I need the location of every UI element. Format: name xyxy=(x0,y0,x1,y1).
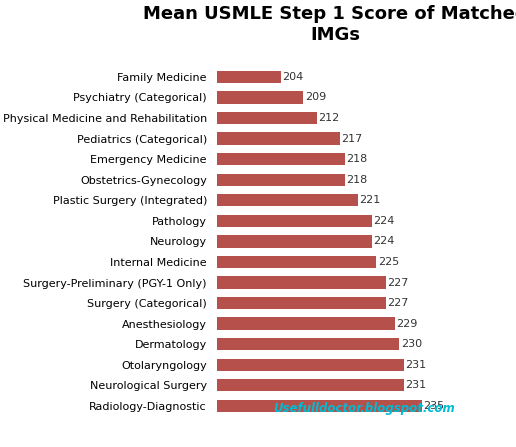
Bar xyxy=(217,256,377,268)
Text: 231: 231 xyxy=(405,360,426,370)
Text: 224: 224 xyxy=(373,236,395,246)
Text: 204: 204 xyxy=(282,72,303,82)
Bar xyxy=(217,358,404,371)
Bar xyxy=(217,379,404,392)
Bar xyxy=(217,194,358,207)
Bar xyxy=(217,400,422,412)
Text: 218: 218 xyxy=(346,175,367,185)
Text: 224: 224 xyxy=(373,216,395,226)
Text: 229: 229 xyxy=(396,319,417,329)
Bar xyxy=(217,338,399,350)
Bar xyxy=(217,276,385,289)
Text: 209: 209 xyxy=(305,93,326,102)
Bar xyxy=(217,153,345,165)
Bar xyxy=(217,112,317,124)
Bar xyxy=(217,297,385,309)
Text: 212: 212 xyxy=(318,113,340,123)
Text: 221: 221 xyxy=(360,195,381,205)
Text: 218: 218 xyxy=(346,154,367,164)
Bar xyxy=(217,317,395,330)
Title: Mean USMLE Step 1 Score of Matched
IMGs: Mean USMLE Step 1 Score of Matched IMGs xyxy=(143,5,516,44)
Text: Usefulldoctor.blogspot.com: Usefulldoctor.blogspot.com xyxy=(273,402,455,415)
Text: 230: 230 xyxy=(400,339,422,349)
Text: 227: 227 xyxy=(387,298,408,308)
Bar xyxy=(217,132,340,145)
Bar xyxy=(217,215,372,227)
Bar xyxy=(217,91,303,104)
Text: 227: 227 xyxy=(387,278,408,287)
Text: 235: 235 xyxy=(424,401,445,411)
Bar xyxy=(217,71,281,83)
Text: 225: 225 xyxy=(378,257,399,267)
Bar xyxy=(217,173,345,186)
Text: 231: 231 xyxy=(405,380,426,390)
Bar xyxy=(217,235,372,248)
Text: 217: 217 xyxy=(342,134,363,143)
